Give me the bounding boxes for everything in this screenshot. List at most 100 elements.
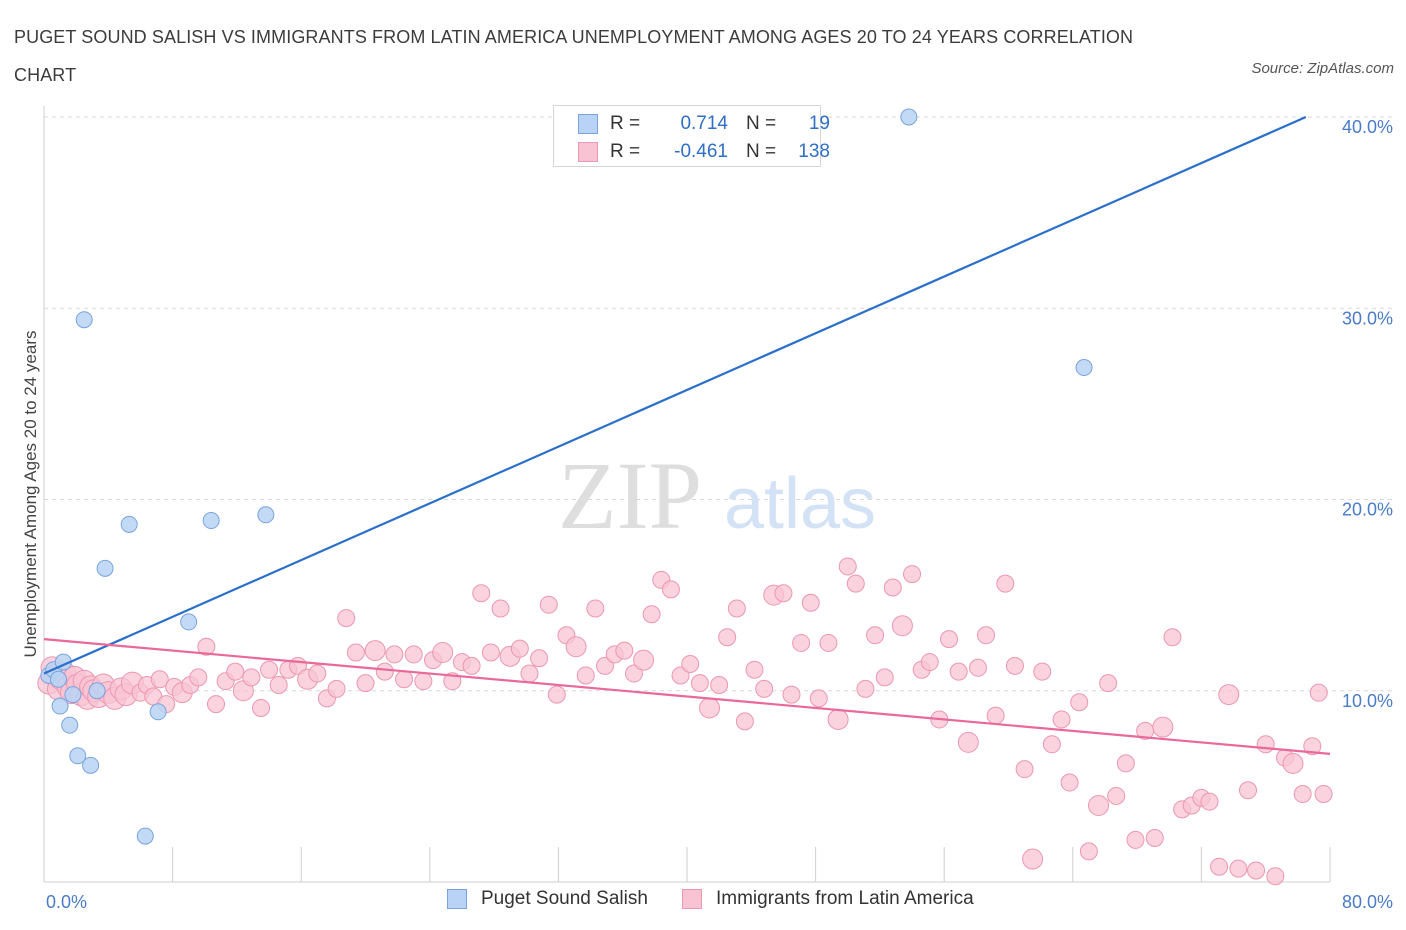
y-axis-label: Unemployment Among Ages 20 to 24 years xyxy=(21,331,40,658)
series-latin-america-points xyxy=(37,557,1333,886)
point-latin-america xyxy=(883,578,902,597)
legend-swatch-pink xyxy=(578,142,598,162)
point-latin-america xyxy=(150,670,169,689)
point-latin-america xyxy=(432,642,454,663)
point-latin-america xyxy=(875,668,894,687)
series-legend-item-latin[interactable]: Immigrants from Latin America xyxy=(682,888,974,910)
legend-r-label: R = xyxy=(610,113,641,134)
x-tick-label: 0.0% xyxy=(46,892,87,912)
point-latin-america xyxy=(1033,662,1052,681)
tick-labels: 10.0% 20.0% 30.0% 40.0% 0.0% 80.0% xyxy=(46,117,1393,912)
point-latin-america xyxy=(260,660,279,679)
point-latin-america xyxy=(949,662,968,681)
point-latin-america xyxy=(385,645,404,664)
point-latin-america xyxy=(1099,674,1118,693)
trend-line-latin-america xyxy=(43,638,1331,755)
point-latin-america xyxy=(1218,684,1240,706)
point-latin-america xyxy=(996,574,1015,593)
watermark: ZIP atlas xyxy=(558,442,876,549)
point-puget-sound xyxy=(149,703,167,721)
y-tick-label: 40.0% xyxy=(1342,117,1393,137)
point-latin-america xyxy=(699,697,721,719)
point-latin-america xyxy=(346,643,365,662)
point-puget-sound xyxy=(88,682,106,700)
point-puget-sound xyxy=(61,716,79,734)
point-puget-sound xyxy=(1075,359,1093,377)
legend-swatch-blue xyxy=(578,114,598,134)
point-latin-america xyxy=(586,599,605,618)
point-latin-america xyxy=(745,660,764,679)
point-latin-america xyxy=(510,639,529,658)
point-latin-america xyxy=(1079,842,1098,861)
point-latin-america xyxy=(1022,848,1044,870)
point-latin-america xyxy=(615,641,634,660)
point-latin-america xyxy=(547,685,566,704)
point-latin-america xyxy=(957,731,979,753)
point-puget-sound xyxy=(120,515,138,533)
point-puget-sound xyxy=(49,670,67,688)
point-latin-america xyxy=(792,633,811,652)
point-latin-america xyxy=(308,664,327,683)
point-latin-america xyxy=(520,664,539,683)
point-puget-sound xyxy=(69,747,87,765)
source-credit: Source: ZipAtlas.com xyxy=(1251,60,1394,77)
point-latin-america xyxy=(690,674,709,693)
legend-n-value: 19 xyxy=(808,113,830,134)
point-latin-america xyxy=(404,645,423,664)
point-latin-america xyxy=(633,649,655,671)
series-legend-item-puget[interactable]: Puget Sound Salish xyxy=(447,888,648,910)
point-latin-america xyxy=(1060,773,1079,792)
trend-line-puget-sound xyxy=(43,115,1307,675)
point-latin-america xyxy=(986,706,1005,725)
point-latin-america xyxy=(976,626,995,645)
point-latin-america xyxy=(1163,628,1182,647)
point-latin-america xyxy=(755,679,774,698)
point-latin-america xyxy=(1005,656,1024,675)
point-latin-america xyxy=(1229,859,1248,878)
correlation-legend: R = 0.714 N = 19 R = -0.461 N = 138 xyxy=(553,105,830,167)
axes xyxy=(43,106,1331,883)
point-latin-america xyxy=(565,636,587,658)
point-latin-america xyxy=(846,574,865,593)
point-latin-america xyxy=(774,584,793,603)
point-latin-america xyxy=(462,656,481,675)
x-tick-label: 80.0% xyxy=(1342,892,1393,912)
point-latin-america xyxy=(735,712,754,731)
series-legend: Puget Sound Salish Immigrants from Latin… xyxy=(0,888,1406,916)
point-latin-america xyxy=(940,630,959,649)
point-latin-america xyxy=(1266,867,1285,886)
point-latin-america xyxy=(1088,795,1110,816)
point-latin-america xyxy=(866,626,885,645)
point-latin-america xyxy=(1247,861,1266,880)
legend-r-value: -0.461 xyxy=(674,141,728,162)
point-puget-sound xyxy=(136,827,154,845)
series-legend-label: Puget Sound Salish xyxy=(481,888,648,909)
point-latin-america xyxy=(189,668,208,687)
point-latin-america xyxy=(710,676,729,695)
point-latin-america xyxy=(242,668,261,687)
point-latin-america xyxy=(327,679,346,698)
point-latin-america xyxy=(1256,735,1275,754)
point-latin-america xyxy=(671,666,690,685)
point-latin-america xyxy=(1152,716,1174,738)
point-puget-sound xyxy=(202,512,220,530)
point-latin-america xyxy=(681,654,700,673)
point-latin-america xyxy=(727,599,746,618)
point-latin-america xyxy=(1210,857,1229,876)
point-latin-america xyxy=(1303,737,1322,756)
legend-row-blue: R = 0.714 N = 19 xyxy=(578,112,830,136)
point-latin-america xyxy=(1042,735,1061,754)
point-latin-america xyxy=(472,584,491,603)
point-latin-america xyxy=(1052,710,1071,729)
legend-n-value: 138 xyxy=(798,141,830,162)
point-latin-america xyxy=(809,689,828,708)
point-latin-america xyxy=(1070,693,1089,712)
point-puget-sound xyxy=(96,559,114,577)
point-latin-america xyxy=(1107,786,1126,805)
point-latin-america xyxy=(269,676,288,695)
point-puget-sound xyxy=(82,756,100,774)
point-latin-america xyxy=(375,662,394,681)
watermark-zip: ZIP xyxy=(558,442,702,549)
y-tick-label: 30.0% xyxy=(1342,308,1393,328)
